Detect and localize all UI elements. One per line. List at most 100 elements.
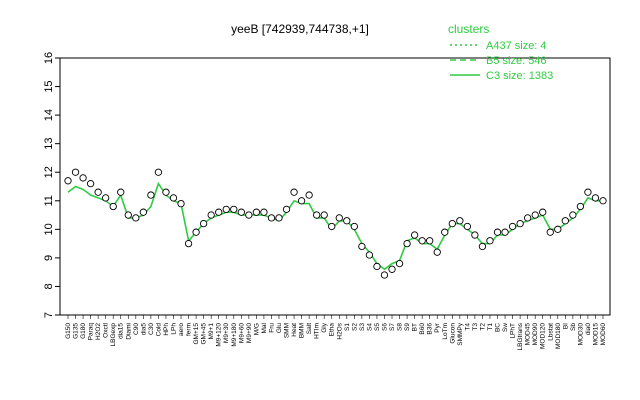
x-tick-label: S1 [344, 323, 351, 331]
data-point [267, 214, 276, 222]
x-tick-label: T1 [487, 323, 494, 331]
data-point [433, 248, 441, 256]
x-tick-label: BMM [299, 323, 306, 338]
x-tick-label: H2Os [336, 322, 343, 339]
data-point [192, 228, 200, 236]
x-tick-label: M9+1 [208, 323, 215, 340]
x-tick-label: Diami [125, 323, 132, 340]
data-point [297, 197, 306, 205]
x-tick-label: GM+45 [201, 323, 208, 345]
axes [59, 57, 611, 316]
data-point [282, 205, 291, 213]
data-point [245, 211, 253, 219]
data-point [139, 208, 148, 216]
legend-entry: A437 size: 4 [486, 40, 547, 52]
x-tick-label: dia5 [140, 323, 147, 336]
y-tick-label: 14 [43, 109, 55, 121]
data-point [350, 222, 358, 231]
data-point [410, 231, 419, 239]
data-point [539, 208, 547, 216]
data-point [523, 214, 532, 222]
x-tick-label: M9+60 [238, 323, 245, 343]
x-tick-label: G150 [65, 323, 72, 339]
x-tick-label: Cold [155, 323, 162, 337]
y-tick-label: 9 [43, 255, 55, 261]
data-point [162, 188, 170, 196]
legend-entry: B5 size: 546 [486, 55, 547, 67]
x-tick-label: Gly [321, 322, 328, 333]
data-point [252, 208, 261, 216]
x-tick-label: S8 [397, 323, 404, 331]
data-point [478, 242, 487, 251]
data-point [426, 237, 434, 245]
data-point [471, 231, 479, 239]
x-tick-label: GM+15 [193, 323, 200, 345]
data-point [576, 202, 585, 211]
data-point [199, 219, 208, 228]
x-tick-label: S6 [381, 323, 388, 331]
x-tick-label: S2 [351, 323, 358, 331]
data-point [222, 205, 230, 213]
x-tick-label: M9+180 [231, 323, 238, 347]
data-point [531, 211, 539, 219]
data-point [86, 179, 95, 188]
y-tick-label: 11 [43, 195, 55, 206]
y-tick-label: 8 [43, 283, 55, 289]
data-point [260, 208, 268, 216]
data-point [335, 214, 343, 222]
data-point [305, 191, 313, 199]
data-point [388, 265, 396, 273]
data-point [102, 194, 110, 202]
data-point [486, 237, 494, 245]
data-point [169, 194, 178, 202]
data-point [516, 219, 524, 228]
data-point [71, 168, 80, 176]
data-point [328, 222, 336, 231]
data-point [154, 168, 163, 176]
data-point [569, 211, 577, 219]
x-tick-label: S9 [404, 323, 411, 331]
x-tick-label: Glu [276, 323, 283, 334]
y-tick-label: 15 [43, 80, 55, 92]
x-tick-label: C90 [133, 323, 140, 335]
data-point [320, 211, 328, 219]
data-point [358, 242, 366, 251]
plot-frame [59, 57, 611, 316]
x-tick-label: H2O2 [95, 323, 102, 340]
x-tick-label: BI [562, 323, 569, 329]
data-point [418, 237, 426, 245]
x-tick-label: G180 [80, 323, 87, 339]
data-point [493, 228, 502, 236]
x-tick-label: S7 [389, 323, 396, 331]
x-tick-label: Sw [502, 323, 509, 332]
x-tick-label: ferm [186, 323, 193, 336]
x-tick-label: SMM [284, 323, 291, 338]
data-point [275, 214, 283, 222]
data-point [343, 217, 351, 225]
x-tick-label: S3 [359, 323, 366, 331]
data-point [64, 177, 72, 185]
legend-entry: C3 size: 1383 [486, 70, 553, 82]
x-tick-label: Sb [570, 323, 577, 331]
x-tick-label: BT [412, 323, 419, 331]
data-point [584, 188, 592, 196]
data-point [546, 228, 554, 236]
data-point [373, 262, 381, 271]
data-point [79, 174, 87, 182]
data-point [177, 199, 185, 208]
x-tick-label: G135 [73, 323, 80, 339]
data-point [554, 225, 562, 233]
x-tick-label: MOD120 [540, 323, 547, 349]
x-tick-label: dia15 [118, 323, 125, 339]
y-tick-label: 12 [43, 166, 55, 178]
x-axis-ticks: G150 G135 G180 Paraq H2O2 Oxctl LBGexp dia15 Dia… [65, 315, 607, 350]
x-tick-label: dia0 [585, 323, 592, 336]
legend-title: clusters [448, 22, 489, 36]
data-point [132, 214, 140, 222]
x-tick-label: SMMPy [457, 322, 464, 346]
x-tick-label: MOD30 [577, 323, 584, 346]
x-tick-label: Heat [291, 323, 298, 337]
x-tick-label: T3 [472, 323, 479, 331]
x-tick-label: B60 [419, 323, 426, 335]
